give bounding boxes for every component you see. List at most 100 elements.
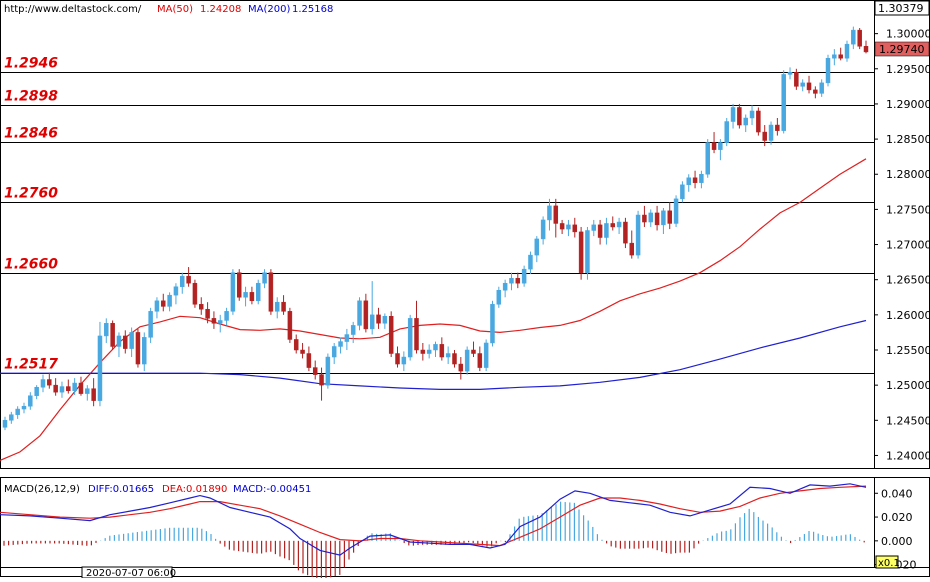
macd-tick-label: 0.020 — [881, 511, 913, 524]
candle-down — [293, 339, 299, 351]
ma50-label: MA(50) — [157, 4, 193, 15]
site-url[interactable]: http://www.deltastock.com/ — [4, 4, 142, 15]
candle-down — [623, 221, 628, 244]
candle-down — [471, 349, 476, 354]
candle-up — [2, 420, 8, 428]
candle-up — [800, 82, 805, 87]
candle-up — [680, 184, 685, 200]
candle-up — [426, 349, 432, 354]
candle-up — [743, 117, 748, 126]
candle-down — [794, 72, 799, 87]
candle-up — [445, 353, 451, 358]
candle-up — [154, 300, 160, 312]
candle-down — [629, 242, 635, 256]
zoom-box[interactable] — [875, 555, 899, 569]
candle-up — [104, 323, 109, 337]
candle-up — [673, 198, 679, 224]
candle-up — [142, 337, 147, 365]
candle-up — [407, 318, 413, 358]
candle-up — [72, 382, 77, 392]
price-tick-label: 1.24500 — [886, 414, 930, 427]
ma200-line — [0, 319, 867, 390]
candle-up — [28, 395, 33, 407]
candle-up — [547, 205, 552, 221]
price-tick-label: 1.27500 — [886, 203, 930, 216]
candle-down — [857, 29, 862, 47]
candle-down — [439, 344, 445, 358]
candle-up — [540, 219, 546, 240]
candle-down — [420, 349, 426, 354]
candle-up — [148, 311, 153, 338]
top-price-box — [874, 0, 930, 16]
candle-down — [300, 349, 305, 354]
candle-up — [768, 124, 774, 141]
candle-up — [15, 408, 20, 415]
candle-down — [91, 388, 96, 401]
candle-up — [490, 304, 495, 344]
current-price-box — [874, 41, 930, 57]
candle-down — [863, 46, 869, 53]
candle-up — [825, 57, 831, 84]
candle-up — [224, 311, 229, 321]
candle-up — [787, 72, 793, 75]
level-label: 1.2898 — [4, 89, 58, 105]
candle-up — [357, 300, 362, 326]
candle-up — [331, 346, 337, 358]
price-tick-label: 1.25000 — [886, 379, 930, 392]
ma200-value: 1.25168 — [292, 4, 333, 15]
price-tick-label: 1.29000 — [886, 98, 930, 111]
candle-up — [167, 294, 172, 307]
candle-up — [21, 405, 27, 410]
candle-up — [180, 275, 185, 287]
date-label: 2020-07-07 06:00 — [86, 568, 176, 578]
candle-up — [648, 212, 653, 223]
candle-up — [635, 214, 641, 256]
candle-up — [369, 314, 375, 330]
price-tick-label: 1.25500 — [886, 344, 930, 357]
candle-down — [110, 323, 115, 347]
candle-up — [325, 356, 331, 386]
candle-down — [813, 89, 818, 94]
candle-up — [502, 282, 508, 291]
candle-up — [718, 142, 723, 150]
candle-up — [730, 107, 736, 122]
macd-value: MACD:-0.00451 — [233, 484, 311, 495]
candle-down — [388, 316, 394, 354]
candle-up — [699, 173, 704, 183]
candle-up — [585, 230, 590, 273]
moving-averages — [0, 158, 867, 461]
candle-up — [844, 43, 850, 59]
candle-up — [243, 292, 248, 298]
candle-down — [78, 382, 84, 394]
price-tick-label: 1.30000 — [886, 28, 930, 41]
candle-up — [686, 177, 691, 186]
candle-down — [692, 177, 698, 183]
level-label: 1.2760 — [4, 186, 58, 202]
candle-up — [40, 379, 46, 388]
zoom-label[interactable]: x0.1 — [878, 558, 900, 569]
candle-up — [705, 142, 710, 175]
candle-up — [819, 82, 824, 94]
candle-up — [433, 344, 438, 351]
candle-down — [477, 353, 483, 368]
candle-down — [395, 353, 400, 365]
macd-diff: DIFF:0.01665 — [88, 484, 154, 495]
price-tick-label: 1.26500 — [886, 274, 930, 287]
candle-down — [53, 384, 58, 393]
price-tick-label: 1.28500 — [886, 133, 930, 146]
candle-down — [553, 205, 559, 224]
candle-up — [616, 221, 622, 228]
candle-down — [578, 231, 584, 273]
candle-up — [230, 272, 236, 312]
candle-down — [306, 353, 312, 368]
candle-up — [591, 224, 597, 231]
macd-title: MACD(26,12,9) — [4, 484, 80, 495]
level-label: 1.2846 — [4, 126, 58, 142]
level-label: 1.2660 — [4, 257, 58, 273]
ma50-line — [0, 158, 867, 461]
candle-down — [711, 142, 717, 150]
price-tick-label: 1.28000 — [886, 168, 930, 181]
candle-up — [59, 386, 65, 393]
candle-up — [496, 289, 502, 305]
